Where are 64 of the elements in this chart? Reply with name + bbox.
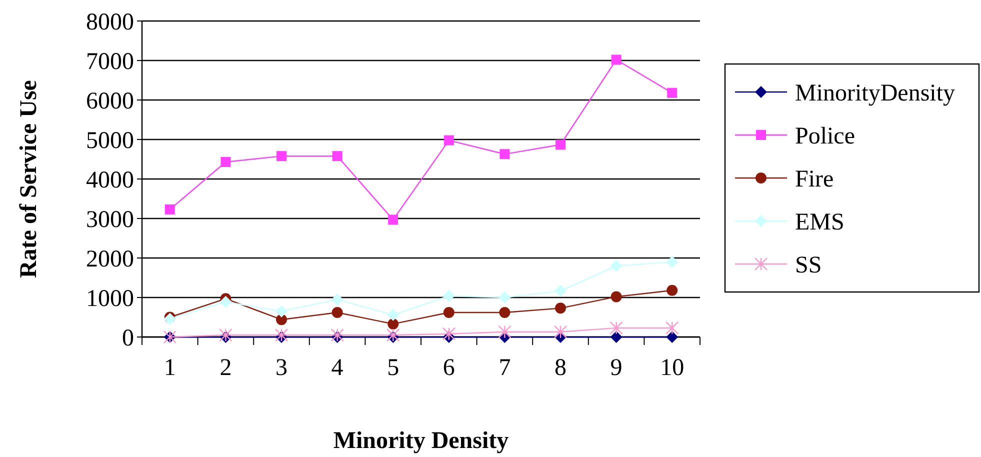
- point: [219, 328, 232, 342]
- point: [276, 151, 286, 162]
- point: [387, 308, 400, 321]
- point: [388, 318, 399, 330]
- point: [610, 291, 622, 302]
- legend-label: EMS: [795, 209, 844, 236]
- x-axis-title: Minority Density: [333, 428, 509, 454]
- y-axis-title: Rate of Service Use: [16, 80, 42, 278]
- y-tick-label: 0: [122, 325, 134, 352]
- y-tick-label: 3000: [86, 206, 134, 233]
- point: [442, 327, 456, 340]
- point: [554, 284, 566, 297]
- x-tick-label: 1: [164, 355, 176, 381]
- point: [610, 331, 622, 343]
- legend-label: SS: [795, 252, 822, 278]
- point: [666, 331, 678, 343]
- point: [666, 256, 678, 268]
- point: [332, 307, 343, 318]
- point: [444, 135, 454, 146]
- point: [220, 157, 231, 168]
- y-tick-label: 5000: [86, 128, 134, 154]
- point: [611, 54, 622, 65]
- y-tick-label: 6000: [86, 88, 134, 114]
- point: [666, 321, 679, 335]
- point: [388, 214, 398, 225]
- x-tick-label: 4: [331, 355, 344, 381]
- x-tick-label: 6: [442, 355, 455, 381]
- y-tick-label: 2000: [86, 246, 134, 272]
- point: [386, 328, 400, 342]
- point: [500, 149, 510, 160]
- point: [220, 296, 232, 308]
- x-tick-label: 9: [610, 355, 622, 381]
- x-tick-label: 8: [554, 355, 566, 381]
- y-tick-label: 1000: [86, 286, 134, 312]
- x-tick-label: 5: [387, 355, 400, 381]
- point: [330, 328, 344, 342]
- point: [276, 305, 288, 318]
- x-tick-label: 3: [276, 355, 288, 381]
- point: [164, 204, 175, 214]
- point: [276, 314, 287, 326]
- legend-label: Police: [795, 123, 855, 150]
- point: [498, 325, 512, 338]
- point: [274, 328, 288, 342]
- point: [442, 290, 455, 302]
- point: [556, 140, 566, 150]
- y-tick-label: 7000: [86, 48, 134, 75]
- point: [443, 307, 454, 318]
- legend-label: Fire: [795, 166, 834, 192]
- point: [499, 307, 510, 318]
- x-tick-label: 7: [498, 355, 511, 381]
- x-tick-label: 10: [660, 355, 684, 381]
- y-tick-label: 8000: [86, 9, 134, 36]
- point: [331, 293, 344, 306]
- point: [555, 302, 566, 314]
- point: [554, 325, 568, 338]
- point: [498, 292, 511, 304]
- y-tick-label: 4000: [86, 167, 134, 194]
- point: [667, 88, 678, 98]
- point: [332, 151, 342, 162]
- x-tick-label: 2: [220, 355, 232, 381]
- point: [666, 284, 678, 296]
- point: [610, 321, 623, 335]
- legend-label: MinorityDensity: [795, 80, 955, 106]
- point: [610, 260, 622, 272]
